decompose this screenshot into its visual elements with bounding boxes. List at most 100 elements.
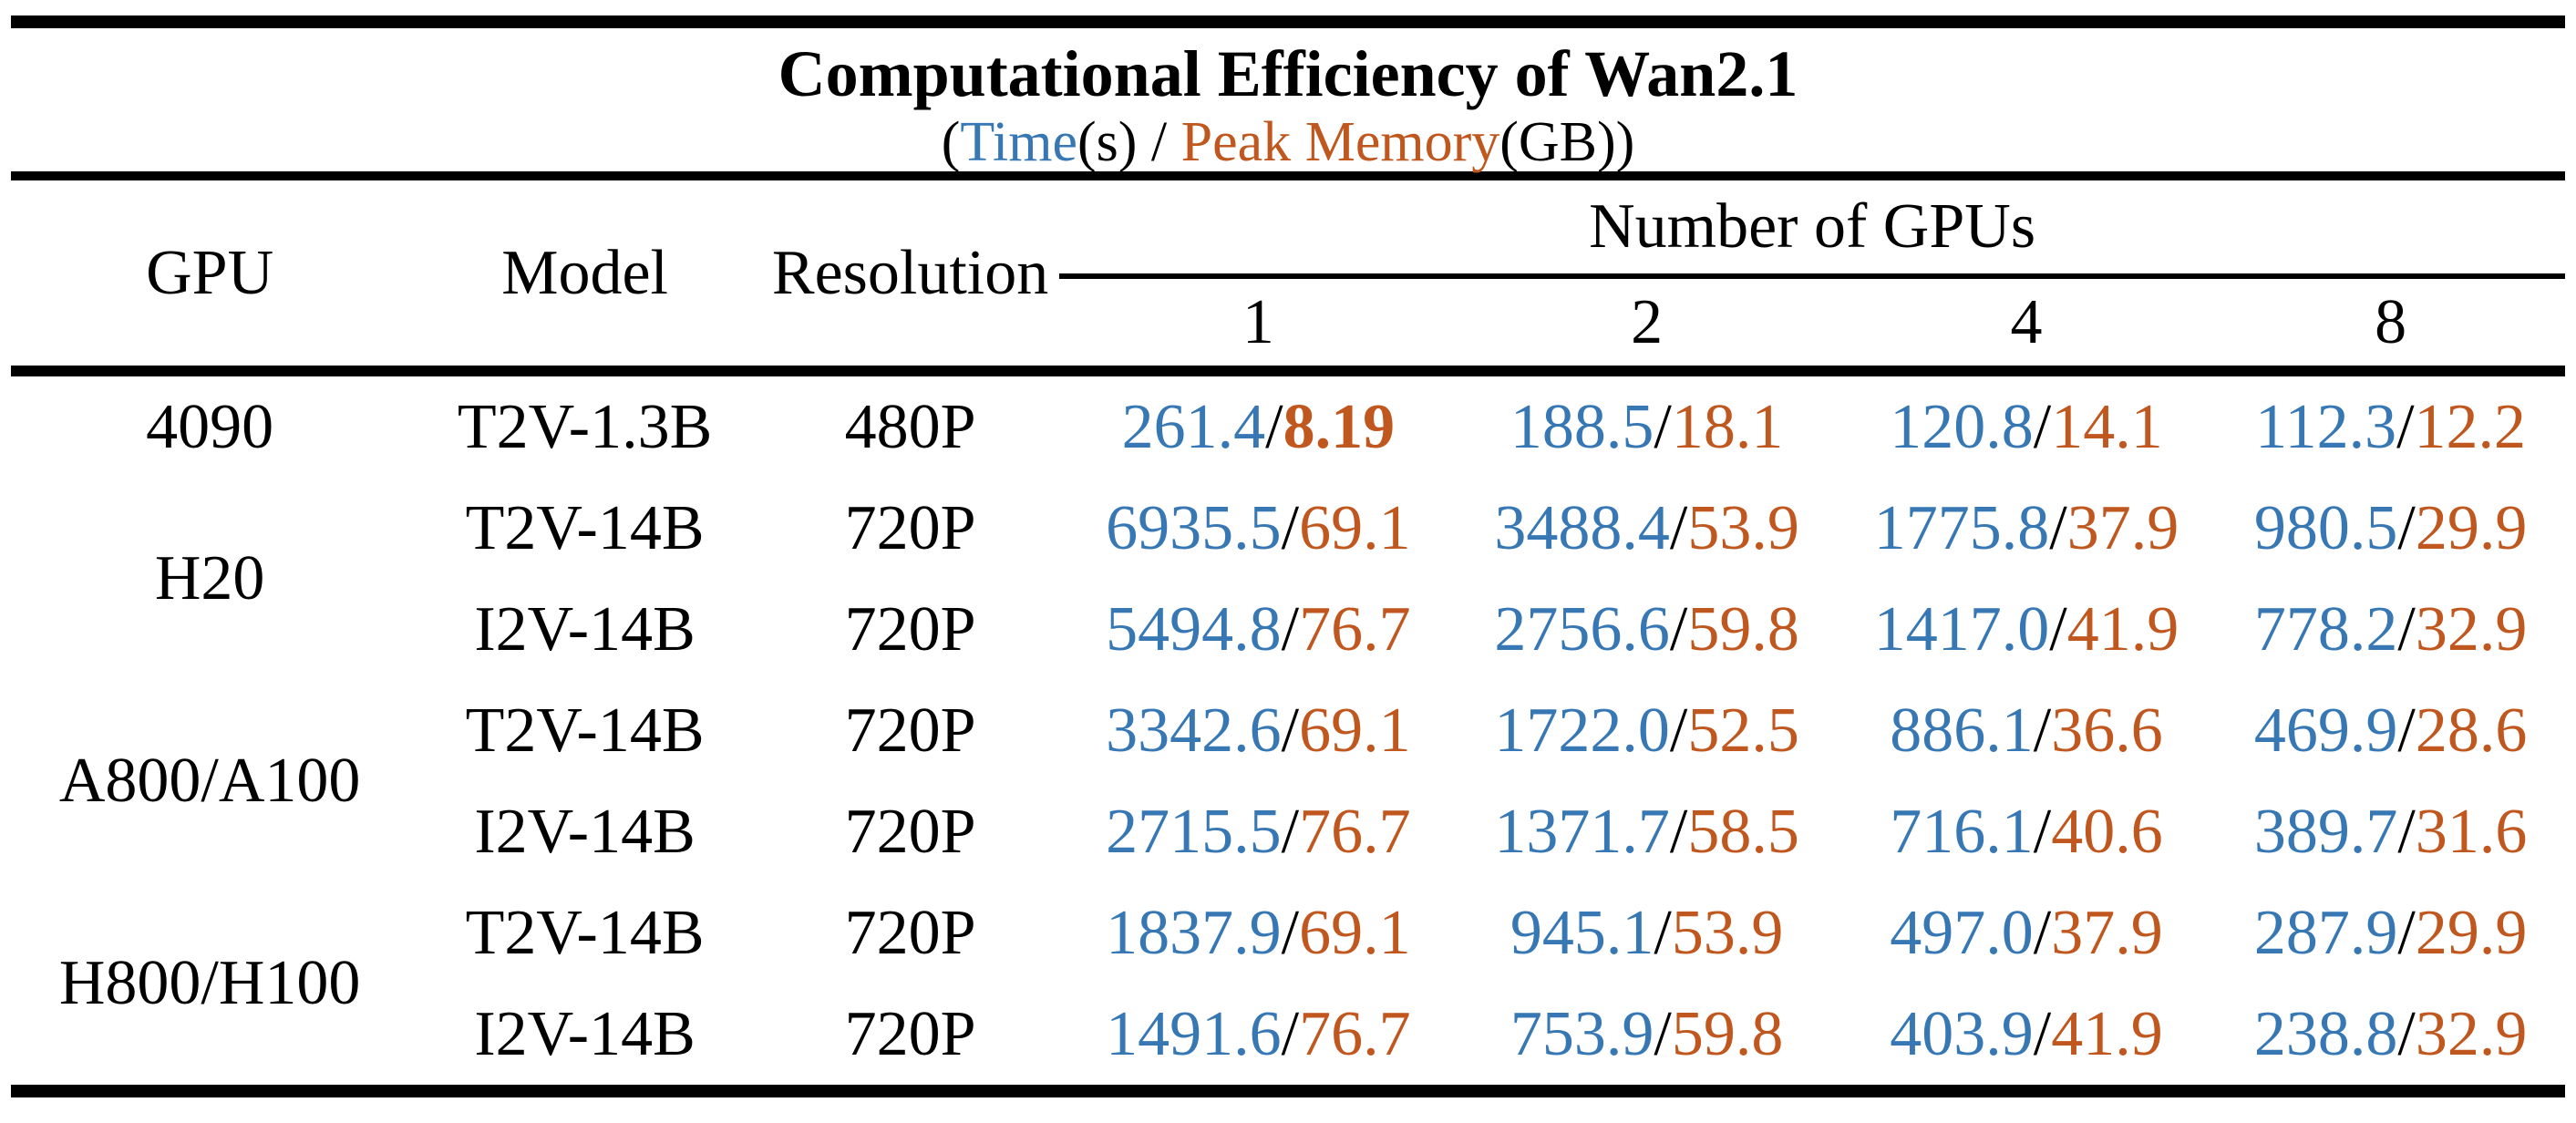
memory-value: 18.1 xyxy=(1671,391,1784,462)
model-name: T2V-14B xyxy=(465,897,705,968)
column-header-model: Model xyxy=(408,180,761,376)
table-cell: 945.1/53.9 xyxy=(1457,882,1836,984)
time-value: 886.1 xyxy=(1890,695,2034,766)
memory-value: 59.8 xyxy=(1671,998,1784,1069)
table-subtitle: (Time(s) / Peak Memory(GB)) xyxy=(11,114,2565,170)
memory-value: 32.9 xyxy=(2415,998,2528,1069)
value-separator: / xyxy=(2049,593,2067,665)
resolution-value: 720P xyxy=(844,998,976,1069)
value-separator: / xyxy=(2397,593,2416,665)
table-cell: 497.0/37.9 xyxy=(1837,882,2216,984)
header-row-group: GPU Model Resolution Number of GPUs xyxy=(11,180,2565,376)
value-separator: / xyxy=(2397,897,2416,968)
time-value: 1837.9 xyxy=(1106,897,1282,968)
value-separator: / xyxy=(2033,796,2052,867)
time-value: 1417.0 xyxy=(1873,593,2050,665)
table-row: A800/A100 T2V-14B 720P 3342.6/69.1 1722.… xyxy=(11,680,2565,817)
table-cell: 1775.8/37.9 xyxy=(1837,478,2216,579)
value-separator: / xyxy=(2033,998,2052,1069)
table-cell: 1371.7/58.5 xyxy=(1457,781,1836,882)
resolution-value: 720P xyxy=(844,796,976,867)
table-cell: 6935.5/69.1 xyxy=(1059,478,1457,579)
efficiency-table: Computational Efficiency of Wan2.1 (Time… xyxy=(11,15,2565,1097)
resolution-value: 480P xyxy=(844,391,976,462)
memory-value: 76.7 xyxy=(1299,593,1411,665)
gpu-name: 4090 xyxy=(146,391,274,462)
table-cell: 287.9/29.9 xyxy=(2216,882,2565,984)
table-cell: 886.1/36.6 xyxy=(1837,680,2216,781)
memory-value: 69.1 xyxy=(1299,695,1411,766)
time-value: 753.9 xyxy=(1510,998,1654,1069)
resolution-value: 720P xyxy=(844,593,976,665)
value-separator: / xyxy=(2397,998,2416,1069)
time-value: 469.9 xyxy=(2253,695,2398,766)
time-value: 2756.6 xyxy=(1494,593,1670,665)
resolution-value: 720P xyxy=(844,492,976,563)
memory-value: 40.6 xyxy=(2051,796,2163,867)
gpu-name: H20 xyxy=(154,543,265,613)
time-value: 1775.8 xyxy=(1873,492,2050,563)
memory-value: 31.6 xyxy=(2415,796,2528,867)
resolution-value: 720P xyxy=(844,695,976,766)
model-name: T2V-14B xyxy=(465,695,705,766)
memory-value: 76.7 xyxy=(1299,796,1411,867)
value-separator: / xyxy=(2397,492,2416,563)
value-separator: / xyxy=(1281,796,1300,867)
value-separator: / xyxy=(1281,593,1300,665)
time-value: 716.1 xyxy=(1890,796,2034,867)
time-value: 287.9 xyxy=(2253,897,2398,968)
value-separator: / xyxy=(2396,391,2415,462)
value-separator: / xyxy=(1281,897,1300,968)
value-separator: / xyxy=(1265,391,1283,462)
table-cell: 3342.6/69.1 xyxy=(1059,680,1457,781)
memory-value: 29.9 xyxy=(2415,492,2528,563)
table-cell: 778.2/32.9 xyxy=(2216,579,2565,680)
memory-value: 58.5 xyxy=(1687,796,1799,867)
table-cell: 238.8/32.9 xyxy=(2216,984,2565,1085)
table-cell: 2756.6/59.8 xyxy=(1457,579,1836,680)
gpu-name: H800/H100 xyxy=(58,948,361,1018)
table-row: H20 T2V-14B 720P 6935.5/69.1 3488.4/53.9… xyxy=(11,478,2565,614)
memory-value: 8.19 xyxy=(1283,391,1396,462)
table-cell: 3488.4/53.9 xyxy=(1457,478,1836,579)
memory-value: 69.1 xyxy=(1299,492,1411,563)
time-value: 3488.4 xyxy=(1494,492,1670,563)
value-separator: / xyxy=(2033,897,2052,968)
table-cell: 5494.8/76.7 xyxy=(1059,579,1457,680)
time-value: 389.7 xyxy=(2253,796,2398,867)
memory-value: 37.9 xyxy=(2066,492,2179,563)
bottom-rule xyxy=(11,1085,2565,1097)
memory-value: 29.9 xyxy=(2415,897,2528,968)
time-value: 112.3 xyxy=(2255,391,2397,462)
time-value: 238.8 xyxy=(2253,998,2398,1069)
table-row: H800/H100 T2V-14B 720P 1837.9/69.1 945.1… xyxy=(11,882,2565,1019)
table-header-block: Computational Efficiency of Wan2.1 (Time… xyxy=(11,28,2565,171)
table-row: 4090 T2V-1.3B 480P 261.4/8.19 188.5/18.1… xyxy=(11,371,2565,478)
memory-value: 76.7 xyxy=(1299,998,1411,1069)
value-separator: / xyxy=(2397,796,2416,867)
value-separator: / xyxy=(1654,897,1672,968)
mid-rule xyxy=(11,171,2565,180)
time-value: 188.5 xyxy=(1510,391,1654,462)
value-separator: / xyxy=(1669,695,1688,766)
time-value: 945.1 xyxy=(1510,897,1654,968)
column-header-gpu: GPU xyxy=(11,180,409,376)
model-name: I2V-14B xyxy=(474,796,696,867)
gpu-count-1: 1 xyxy=(1059,276,1458,376)
value-separator: / xyxy=(1281,695,1300,766)
time-value: 3342.6 xyxy=(1106,695,1282,766)
table-cell: 188.5/18.1 xyxy=(1457,371,1836,478)
table-cell: 716.1/40.6 xyxy=(1837,781,2216,882)
value-separator: / xyxy=(2033,695,2052,766)
memory-value: 36.6 xyxy=(2051,695,2163,766)
memory-value: 53.9 xyxy=(1687,492,1799,563)
table-cell: 1417.0/41.9 xyxy=(1837,579,2216,680)
value-separator: / xyxy=(1654,391,1672,462)
table-cell: 403.9/41.9 xyxy=(1837,984,2216,1085)
value-separator: / xyxy=(1669,796,1688,867)
memory-unit-close-paren: (GB)) xyxy=(1499,111,1635,173)
time-value: 497.0 xyxy=(1890,897,2034,968)
table-cell: 980.5/29.9 xyxy=(2216,478,2565,579)
time-value: 1722.0 xyxy=(1494,695,1670,766)
time-legend-label: Time xyxy=(960,111,1078,173)
